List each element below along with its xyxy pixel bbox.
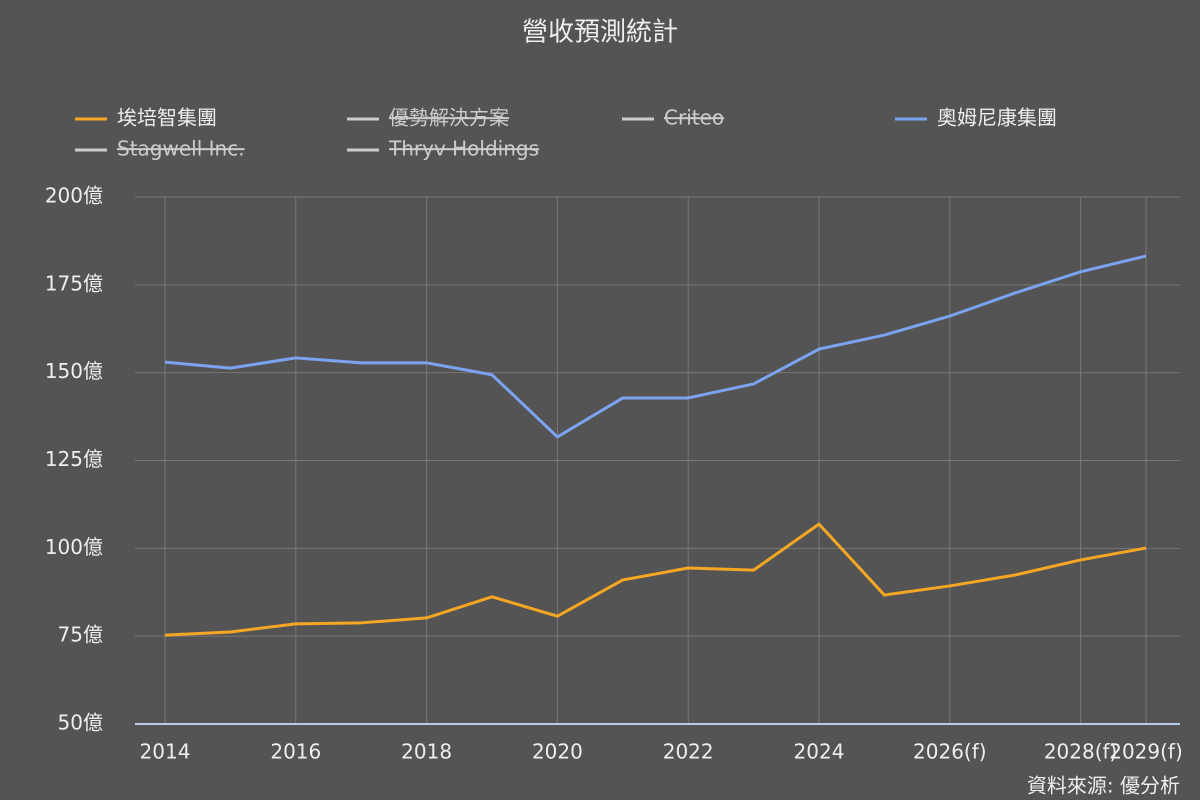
legend-label: Criteo <box>664 106 724 130</box>
y-tick-label: 175億 <box>45 271 103 295</box>
x-tick-label: 2029(f) <box>1109 740 1183 764</box>
legend-label: Stagwell Inc. <box>117 137 245 161</box>
x-tick-label: 2022 <box>663 740 714 764</box>
chart-title: 營收預測統計 <box>522 18 678 48</box>
legend-label: Thryv Holdings <box>388 137 539 161</box>
series-line <box>164 522 1147 637</box>
x-tick-label: 2024 <box>794 740 845 764</box>
y-tick-label: 100億 <box>45 535 103 559</box>
x-tick-label: 2020 <box>532 740 583 764</box>
x-tick-label: 2018 <box>401 740 452 764</box>
y-tick-label: 150億 <box>45 359 103 383</box>
y-tick-label: 200億 <box>45 184 103 208</box>
y-tick-label: 75億 <box>58 623 103 647</box>
x-tick-label: 2014 <box>140 740 191 764</box>
y-tick-label: 50億 <box>58 711 103 735</box>
source: 資料來源: 優分析 <box>1027 774 1180 798</box>
series-line <box>164 254 1147 439</box>
x-tick-label: 2028(f) <box>1044 740 1118 764</box>
x-tick-label: 2016 <box>270 740 321 764</box>
legend-label: 優勢解決方案 <box>389 106 509 130</box>
legend-label: 埃培智集團 <box>117 106 217 130</box>
y-tick-label: 125億 <box>45 447 103 471</box>
legend-label: 奧姆尼康集團 <box>937 106 1057 130</box>
x-tick-label: 2026(f) <box>913 740 987 764</box>
